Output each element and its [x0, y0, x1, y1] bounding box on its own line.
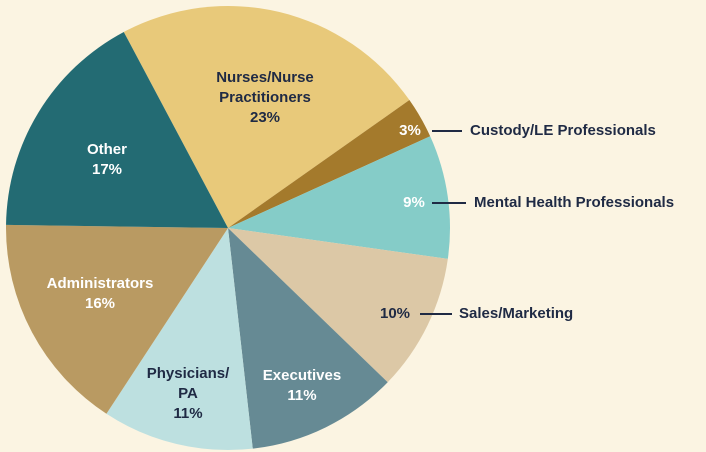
value-label: 11%	[173, 405, 202, 422]
value-label: 9%	[403, 194, 425, 211]
pie-slice	[106, 228, 253, 451]
pie-slice	[5, 224, 228, 414]
slice-label: PA	[178, 385, 198, 402]
pie-slice	[228, 228, 448, 383]
slice-label: Practitioners	[219, 89, 311, 106]
pie-slice	[123, 6, 410, 228]
pie-slice	[6, 31, 229, 229]
value-label: 11%	[287, 387, 316, 404]
pie-slice	[228, 100, 431, 228]
value-label: 16%	[85, 295, 115, 312]
slice-label: Mental Health Professionals	[474, 194, 674, 211]
pie-slice	[228, 228, 388, 449]
value-label: 3%	[399, 122, 421, 139]
value-label: 23%	[250, 109, 280, 126]
value-label: 17%	[92, 161, 122, 178]
slice-label: Executives	[263, 367, 341, 384]
value-label: 10%	[380, 305, 410, 322]
slice-label: Sales/Marketing	[459, 305, 573, 322]
slice-label: Administrators	[47, 275, 154, 292]
pie-slice	[228, 136, 450, 259]
slice-label: Other	[87, 141, 127, 158]
slice-label: Physicians/	[147, 365, 230, 382]
slice-label: Custody/LE Professionals	[470, 122, 656, 139]
slice-label: Nurses/Nurse	[216, 69, 314, 86]
